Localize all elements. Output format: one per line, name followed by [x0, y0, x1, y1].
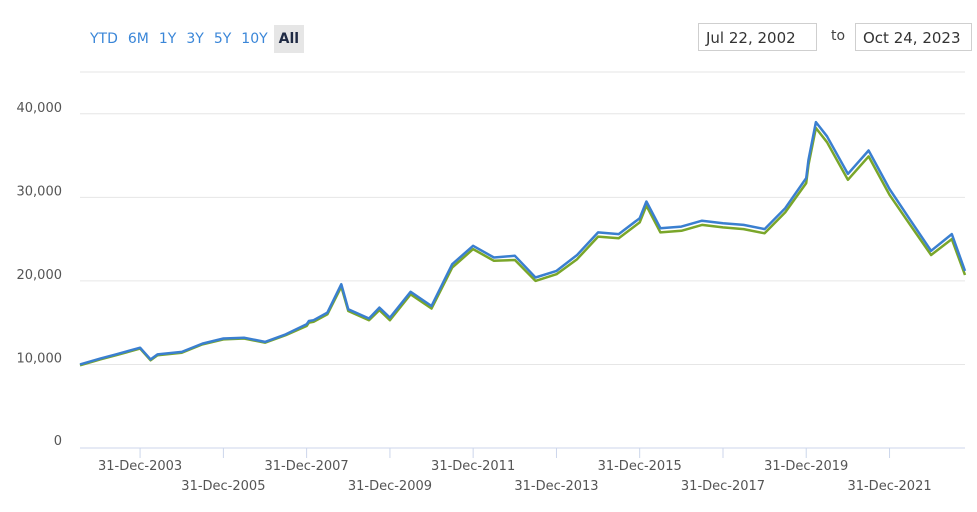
range-ytd-button[interactable]: YTD: [90, 31, 118, 47]
to-date-input[interactable]: Oct 24, 2023: [855, 23, 972, 51]
x-tick-label: 31-Dec-2007: [265, 459, 349, 474]
x-tick-label: 31-Dec-2009: [348, 479, 432, 494]
y-tick-label: 40,000: [17, 101, 63, 116]
x-tick-label: 31-Dec-2011: [431, 459, 515, 474]
range-10y-button[interactable]: 10Y: [241, 31, 268, 47]
y-tick-label: 10,000: [17, 351, 63, 366]
x-tick-label: 31-Dec-2003: [98, 459, 182, 474]
x-tick-label: 31-Dec-2021: [847, 479, 931, 494]
x-tick-label: 31-Dec-2013: [514, 479, 598, 494]
y-tick-label: 20,000: [17, 268, 63, 283]
range-6m-button[interactable]: 6M: [127, 31, 149, 47]
x-tick-label: 31-Dec-2005: [181, 479, 265, 494]
from-date-input[interactable]: Jul 22, 2002: [698, 23, 817, 51]
x-tick-label: 31-Dec-2015: [598, 459, 682, 474]
to-label: to: [831, 28, 846, 44]
series-line-secondary: [79, 126, 967, 367]
range-all-button[interactable]: All: [273, 25, 305, 53]
range-1y-button[interactable]: 1Y: [158, 31, 177, 47]
series-line-primary: [79, 120, 967, 366]
range-selector: YTD 6M 1Y 3Y 5Y 10Y All: [86, 24, 306, 54]
range-5y-button[interactable]: 5Y: [213, 31, 232, 47]
y-tick-label: 30,000: [17, 184, 63, 199]
range-3y-button[interactable]: 3Y: [186, 31, 204, 47]
y-tick-label: 0: [54, 434, 62, 449]
x-tick-label: 31-Dec-2019: [764, 459, 848, 474]
x-tick-label: 31-Dec-2017: [681, 479, 765, 494]
